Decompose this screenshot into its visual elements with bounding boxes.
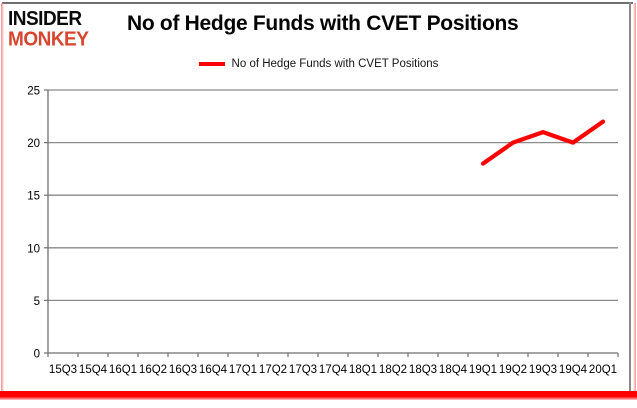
right-red-glow: [633, 3, 636, 394]
x-axis-label: 16Q4: [199, 364, 228, 376]
card-top-border: [2, 2, 633, 4]
x-axis-label: 17Q4: [319, 364, 348, 376]
card-right-border: [629, 2, 631, 392]
x-axis-label: 18Q4: [439, 364, 468, 376]
x-axis-label: 19Q4: [559, 364, 588, 376]
x-axis-label: 17Q2: [259, 364, 287, 376]
legend-label: No of Hedge Funds with CVET Positions: [231, 58, 439, 70]
logo-insider: INSIDER: [8, 7, 82, 31]
x-axis-label: 15Q3: [49, 364, 77, 376]
y-axis-label: 0: [34, 349, 40, 361]
y-axis-label: 15: [27, 191, 40, 203]
x-axis-label: 20Q1: [589, 364, 617, 376]
bottom-red-bar: [0, 391, 637, 400]
x-axis-label: 15Q4: [79, 364, 108, 376]
x-axis-label: 18Q2: [379, 364, 407, 376]
x-axis-label: 17Q3: [289, 364, 317, 376]
y-axis-label: 20: [27, 138, 40, 150]
chart-title: No of Hedge Funds with CVET Positions: [127, 12, 519, 35]
insider-monkey-logo: INSIDER MONKEY: [8, 7, 89, 52]
x-axis-label: 16Q1: [109, 364, 137, 376]
y-axis-label: 5: [34, 296, 40, 308]
x-axis-label: 19Q2: [499, 364, 527, 376]
x-axis-label: 16Q2: [139, 364, 167, 376]
x-axis-label: 18Q1: [349, 364, 377, 376]
chart-legend: No of Hedge Funds with CVET Positions: [0, 56, 637, 72]
x-axis-label: 16Q3: [169, 364, 197, 376]
x-axis-label: 17Q1: [229, 364, 257, 376]
left-red-glow: [1, 3, 4, 394]
legend-line-swatch: [198, 62, 225, 66]
y-axis-label: 25: [27, 86, 40, 98]
x-axis-label: 19Q3: [529, 364, 557, 376]
logo-monkey: MONKEY: [8, 28, 89, 52]
y-axis-label: 10: [27, 243, 40, 255]
x-axis-label: 19Q1: [469, 364, 497, 376]
x-axis-label: 18Q3: [409, 364, 437, 376]
data-line: [480, 119, 606, 166]
